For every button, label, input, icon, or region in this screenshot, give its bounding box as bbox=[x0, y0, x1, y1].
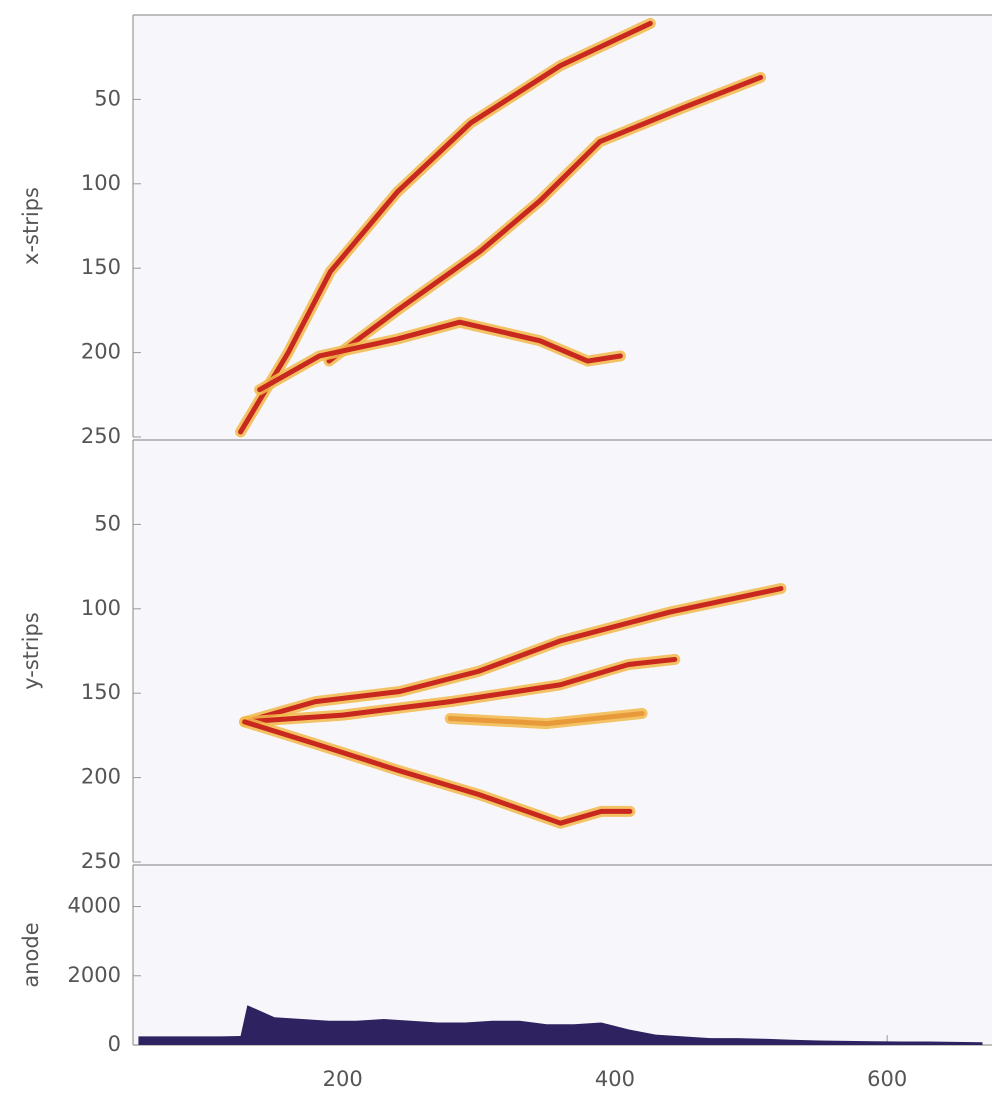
y-axis-label: x-strips bbox=[19, 187, 43, 265]
y-tick-label: 100 bbox=[81, 171, 121, 195]
y-tick-label: 200 bbox=[81, 765, 121, 789]
y-tick-label: 150 bbox=[81, 680, 121, 704]
y-tick-label: 100 bbox=[81, 596, 121, 620]
x-tick-label: 600 bbox=[867, 1067, 907, 1091]
x-tick-label: 200 bbox=[323, 1067, 363, 1091]
plot-background bbox=[133, 15, 992, 1045]
y-tick-label: 200 bbox=[81, 340, 121, 364]
x-tick-label: 400 bbox=[595, 1067, 635, 1091]
y-tick-label: 4000 bbox=[68, 894, 121, 918]
y-axis-label: y-strips bbox=[19, 612, 43, 690]
y-tick-label: 50 bbox=[94, 86, 121, 110]
y-tick-label: 2000 bbox=[68, 963, 121, 987]
figure: x-strips 50 100 150 200 250 y-strips 50 100 150 20… bbox=[0, 0, 992, 1097]
y-tick-label: 50 bbox=[94, 511, 121, 535]
y-tick-label: 150 bbox=[81, 255, 121, 279]
y-axis-label: anode bbox=[19, 922, 43, 987]
y-tick-label: 250 bbox=[81, 849, 121, 873]
y-tick-label: 250 bbox=[81, 424, 121, 448]
y-tick-label: 0 bbox=[108, 1032, 121, 1056]
